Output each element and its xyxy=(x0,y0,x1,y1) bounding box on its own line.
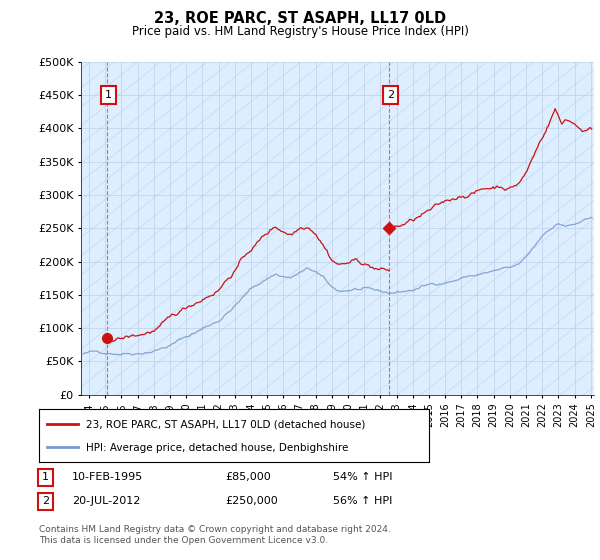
Text: 1: 1 xyxy=(42,472,49,482)
Text: 2: 2 xyxy=(387,90,394,100)
Text: £85,000: £85,000 xyxy=(225,472,271,482)
Text: Contains HM Land Registry data © Crown copyright and database right 2024.
This d: Contains HM Land Registry data © Crown c… xyxy=(39,525,391,545)
Text: 20-JUL-2012: 20-JUL-2012 xyxy=(72,496,140,506)
Text: 23, ROE PARC, ST ASAPH, LL17 0LD (detached house): 23, ROE PARC, ST ASAPH, LL17 0LD (detach… xyxy=(86,420,365,430)
Text: HPI: Average price, detached house, Denbighshire: HPI: Average price, detached house, Denb… xyxy=(86,442,348,452)
Text: 2: 2 xyxy=(42,496,49,506)
Text: 56% ↑ HPI: 56% ↑ HPI xyxy=(333,496,392,506)
Text: 10-FEB-1995: 10-FEB-1995 xyxy=(72,472,143,482)
Text: £250,000: £250,000 xyxy=(225,496,278,506)
Text: 23, ROE PARC, ST ASAPH, LL17 0LD: 23, ROE PARC, ST ASAPH, LL17 0LD xyxy=(154,11,446,26)
Text: 1: 1 xyxy=(104,90,112,100)
Text: 54% ↑ HPI: 54% ↑ HPI xyxy=(333,472,392,482)
Text: Price paid vs. HM Land Registry's House Price Index (HPI): Price paid vs. HM Land Registry's House … xyxy=(131,25,469,38)
